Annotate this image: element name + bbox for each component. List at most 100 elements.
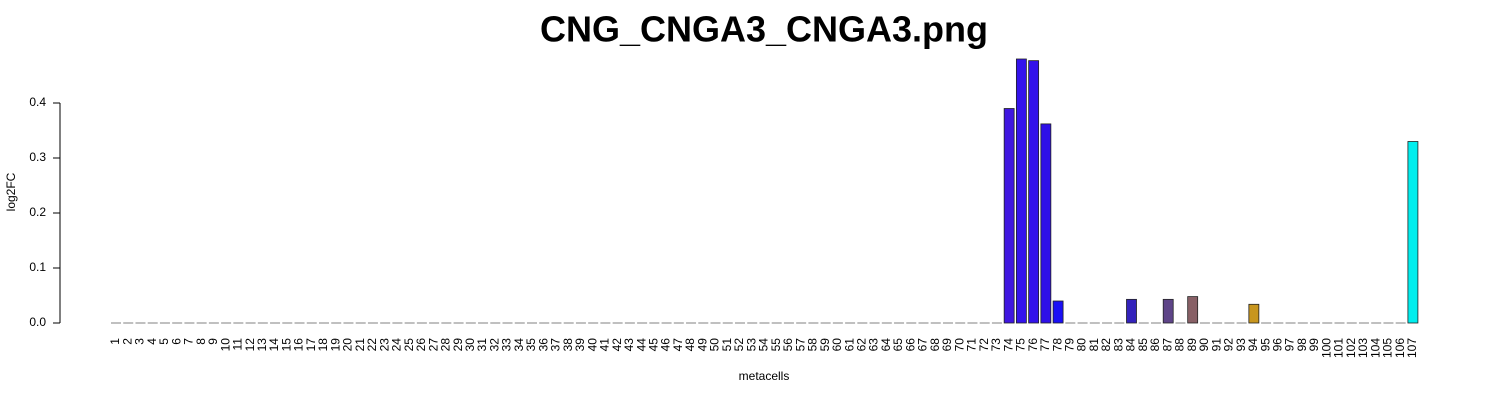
- chart-title: CNG_CNGA3_CNGA3.png: [540, 9, 988, 50]
- x-tick-label: 48: [683, 338, 697, 352]
- x-tick-label: 77: [1038, 338, 1052, 352]
- x-tick-label: 75: [1014, 338, 1028, 352]
- x-tick-label: 21: [353, 338, 367, 352]
- x-tick-label: 58: [806, 338, 820, 352]
- x-tick-label: 22: [365, 338, 379, 352]
- x-tick-label: 97: [1283, 338, 1297, 352]
- x-tick-label: 88: [1173, 338, 1187, 352]
- x-tick-label: 64: [879, 338, 893, 352]
- y-tick-label: 0.3: [29, 150, 46, 164]
- x-tick-label: 20: [341, 338, 355, 352]
- x-tick-label: 57: [793, 338, 807, 352]
- x-tick-label: 19: [328, 338, 342, 352]
- y-tick-label: 0.1: [29, 260, 46, 274]
- x-tick-label: 50: [708, 338, 722, 352]
- bar: [1407, 141, 1419, 324]
- x-tick-label: 9: [206, 338, 220, 345]
- x-tick-label: 106: [1393, 338, 1407, 358]
- x-tick-label: 76: [1026, 338, 1040, 352]
- x-tick-label: 23: [377, 338, 391, 352]
- x-tick-label: 24: [390, 338, 404, 352]
- x-tick-label: 49: [695, 338, 709, 352]
- x-tick-label: 28: [439, 338, 453, 352]
- x-tick-label: 60: [830, 338, 844, 352]
- x-tick-label: 66: [903, 338, 917, 352]
- x-tick-label: 31: [475, 338, 489, 352]
- x-tick-label: 16: [292, 338, 306, 352]
- x-tick-label: 40: [585, 338, 599, 352]
- x-tick-label: 69: [940, 338, 954, 352]
- x-tick-label: 79: [1063, 338, 1077, 352]
- x-tick-label: 94: [1246, 338, 1260, 352]
- x-tick-label: 67: [916, 338, 930, 352]
- x-tick-label: 51: [720, 338, 734, 352]
- x-tick-label: 42: [610, 338, 624, 352]
- x-tick-label: 1: [108, 338, 122, 345]
- x-tick-label: 78: [1050, 338, 1064, 352]
- x-tick-label: 15: [279, 338, 293, 352]
- x-tick-label: 3: [133, 338, 147, 345]
- x-tick-label: 100: [1319, 338, 1333, 358]
- x-tick-label: 102: [1344, 338, 1358, 358]
- x-tick-label: 36: [536, 338, 550, 352]
- x-tick-label: 107: [1405, 338, 1419, 358]
- x-tick-label: 86: [1148, 338, 1162, 352]
- x-tick-label: 47: [671, 338, 685, 352]
- x-tick-label: 12: [243, 338, 257, 352]
- bar: [1126, 298, 1137, 324]
- x-tick-label: 35: [524, 338, 538, 352]
- x-tick-label: 70: [952, 338, 966, 352]
- x-tick-label: 61: [842, 338, 856, 352]
- x-tick-label: 83: [1111, 338, 1125, 352]
- x-tick-label: 103: [1356, 338, 1370, 358]
- x-tick-label: 46: [659, 338, 673, 352]
- bar: [1003, 108, 1015, 324]
- x-tick-label: 73: [989, 338, 1003, 352]
- x-tick-label: 29: [451, 338, 465, 352]
- x-tick-label: 44: [634, 338, 648, 352]
- x-tick-label: 8: [194, 338, 208, 345]
- x-tick-label: 26: [414, 338, 428, 352]
- x-tick-label: 34: [512, 338, 526, 352]
- x-tick-label: 11: [231, 338, 245, 351]
- x-tick-label: 39: [573, 338, 587, 352]
- y-axis-label: log2FC: [4, 172, 18, 211]
- x-tick-label: 32: [487, 338, 501, 352]
- x-tick-label: 41: [598, 338, 612, 352]
- bar: [1028, 60, 1040, 324]
- x-tick-label: 68: [928, 338, 942, 352]
- x-tick-label: 17: [304, 338, 318, 352]
- bar: [1248, 303, 1260, 324]
- x-tick-label: 37: [549, 338, 563, 352]
- x-tick-label: 95: [1258, 338, 1272, 352]
- x-tick-label: 99: [1307, 338, 1321, 352]
- x-tick-label: 89: [1185, 338, 1199, 352]
- x-tick-label: 74: [1001, 338, 1015, 352]
- x-tick-label: 43: [622, 338, 636, 352]
- bar: [1040, 123, 1052, 324]
- x-tick-label: 52: [732, 338, 746, 352]
- x-tick-label: 72: [977, 338, 991, 352]
- x-tick-label: 87: [1160, 338, 1174, 352]
- x-tick-label: 38: [561, 338, 575, 352]
- x-tick-label: 4: [145, 338, 159, 345]
- x-tick-label: 56: [781, 338, 795, 352]
- x-tick-label: 71: [965, 338, 979, 352]
- x-tick-label: 27: [426, 338, 440, 352]
- x-tick-label: 84: [1124, 338, 1138, 352]
- x-tick-label: 25: [402, 338, 416, 352]
- x-tick-label: 101: [1332, 338, 1346, 358]
- x-tick-label: 10: [218, 338, 232, 352]
- x-tick-label: 96: [1270, 338, 1284, 352]
- x-tick-label: 63: [867, 338, 881, 352]
- x-tick-label: 7: [182, 338, 196, 345]
- x-tick-label: 104: [1368, 338, 1382, 358]
- x-tick-label: 55: [769, 338, 783, 352]
- x-tick-label: 30: [463, 338, 477, 352]
- x-tick-label: 59: [818, 338, 832, 352]
- y-tick-label: 0.0: [29, 315, 46, 329]
- x-tick-label: 13: [255, 338, 269, 352]
- x-axis-label: metacells: [739, 369, 790, 383]
- x-tick-label: 98: [1295, 338, 1309, 352]
